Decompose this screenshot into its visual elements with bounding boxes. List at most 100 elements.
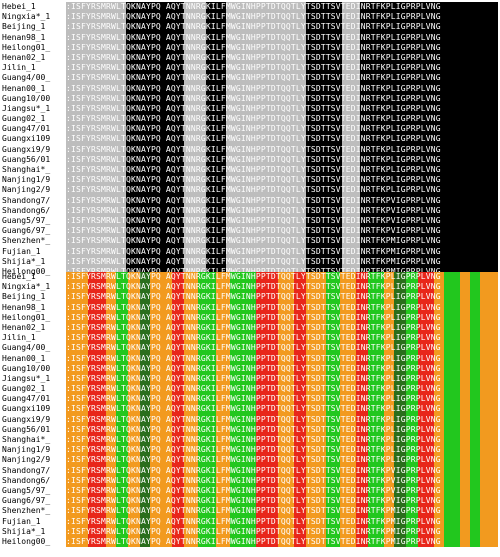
conservation-band <box>406 343 418 354</box>
sequence-track: :ISFYRSMRWLTQKNAYPQ AQYTNNRGKILFMWGINHPP… <box>66 205 498 216</box>
conservation-band <box>480 394 498 405</box>
conservation-band <box>294 282 306 293</box>
sequence-row: Guangxi9/9:ISFYRSMRWLTQKNAYPQ AQYTNNRGKI… <box>0 144 500 155</box>
sequence-residues: :ISFYRSMRWLTQKNAYPQ AQYTNNRGKILFMWGINHPP… <box>66 394 441 404</box>
conservation-band <box>230 516 256 527</box>
sequence-track: :ISFYRSMRWLTQKNAYPQ AQYTNNRGKILFMWGINHPP… <box>66 353 498 364</box>
conservation-band <box>184 322 198 334</box>
conservation-band <box>230 404 256 415</box>
conservation-band <box>444 302 460 313</box>
conservation-band <box>66 455 88 466</box>
identity-highlight <box>226 42 306 53</box>
conservation-band <box>460 435 470 446</box>
identity-highlight <box>342 52 360 64</box>
sequence-residues: :ISFYRSMRWLTQKNAYPQ AQYTNNRGKILFMWGINHPP… <box>66 455 441 465</box>
sequence-name: Guang4/00_ <box>2 343 51 353</box>
conservation-band <box>198 363 216 374</box>
alignment-panel-bottom: Hebei_1:ISFYRSMRWLTQKNAYPQ AQYTNNRGKILFM… <box>0 272 500 557</box>
conservation-band <box>480 516 498 527</box>
conservation-band <box>444 292 460 303</box>
conservation-band <box>140 516 150 527</box>
identity-highlight <box>184 165 206 176</box>
conservation-band <box>106 506 116 517</box>
conservation-band <box>128 322 140 334</box>
conservation-band <box>460 384 470 395</box>
sequence-name: Heilong01_ <box>2 312 51 322</box>
conservation-band <box>470 455 480 466</box>
conservation-band <box>294 343 306 354</box>
conservation-band <box>406 485 418 497</box>
conservation-band <box>88 435 106 446</box>
conservation-band <box>294 363 306 374</box>
sequence-row: Guang4/00_:ISFYRSMRWLTQKNAYPQ AQYTNNRGKI… <box>0 343 500 354</box>
sequence-row: Beijing_1:ISFYRSMRWLTQKNAYPQ AQYTNNRGKIL… <box>0 22 500 33</box>
conservation-band <box>384 272 394 283</box>
conservation-band <box>106 312 116 323</box>
conservation-band <box>418 322 434 334</box>
conservation-band <box>278 485 294 497</box>
conservation-band <box>172 333 184 344</box>
conservation-band <box>216 445 230 456</box>
sequence-name: Guang10/00 <box>2 93 51 103</box>
sequence-track: :ISFYRSMRWLTQKNAYPQ AQYTNNRGKILFMWGINHPP… <box>66 103 498 115</box>
conservation-band <box>88 475 106 486</box>
sequence-name: Nanjing2/9 <box>2 455 51 465</box>
sequence-track: :ISFYRSMRWLTQKNAYPQ AQYTNNRGKILFMWGINHPP… <box>66 496 498 507</box>
conservation-band <box>340 322 356 334</box>
conservation-band <box>394 322 406 334</box>
conservation-band <box>150 322 172 334</box>
conservation-band <box>356 333 368 344</box>
conservation-band <box>184 506 198 517</box>
conservation-band <box>128 475 140 486</box>
conservation-band <box>256 414 278 425</box>
conservation-band <box>326 312 340 323</box>
sequence-track: :ISFYRSMRWLTQKNAYPQ AQYTNNRGKILFMWGINHPP… <box>66 93 498 104</box>
identity-highlight <box>226 124 306 135</box>
conservation-band <box>198 384 216 395</box>
conservation-band <box>278 373 294 385</box>
conservation-band <box>444 506 460 517</box>
conservation-band <box>356 312 368 323</box>
conservation-band <box>470 312 480 323</box>
conservation-band <box>128 496 140 507</box>
conservation-band <box>198 475 216 486</box>
conservation-band <box>470 465 480 476</box>
conservation-band <box>216 373 230 385</box>
sequence-row: Nanjing2/9:ISFYRSMRWLTQKNAYPQ AQYTNNRGKI… <box>0 185 500 196</box>
conservation-band <box>384 333 394 344</box>
conservation-band <box>216 414 230 425</box>
identity-highlight <box>184 195 206 206</box>
conservation-band <box>406 455 418 466</box>
sequence-row: Guang4/00_:ISFYRSMRWLTQKNAYPQ AQYTNNRGKI… <box>0 73 500 84</box>
conservation-band <box>140 414 150 425</box>
sequence-name: Shanghai*_ <box>2 165 51 174</box>
conservation-band <box>150 424 172 435</box>
conservation-band <box>230 302 256 313</box>
conservation-band <box>460 353 470 364</box>
sequence-track: :ISFYRSMRWLTQKNAYPQ AQYTNNRGKILFMWGINHPP… <box>66 266 498 278</box>
conservation-band <box>384 414 394 425</box>
conservation-band <box>340 526 356 537</box>
conservation-band <box>88 414 106 425</box>
conservation-band <box>184 343 198 354</box>
conservation-band <box>460 424 470 435</box>
conservation-band <box>434 414 444 425</box>
conservation-band <box>470 435 480 446</box>
conservation-band <box>418 506 434 517</box>
conservation-band <box>216 282 230 293</box>
conservation-band <box>394 292 406 303</box>
conservation-band <box>434 363 444 374</box>
conservation-band <box>384 343 394 354</box>
conservation-band <box>150 343 172 354</box>
conservation-band <box>326 404 340 415</box>
conservation-band <box>66 272 88 283</box>
sequence-residues: :ISFYRSMRWLTQKNAYPQ AQYTNNRGKILFMWGINHPP… <box>66 384 441 394</box>
identity-highlight <box>342 185 360 196</box>
sequence-residues: :ISFYRSMRWLTQKNAYPQ AQYTNNRGKILFMWGINHPP… <box>66 103 441 113</box>
identity-highlight <box>66 114 126 125</box>
conservation-band <box>184 353 198 364</box>
identity-highlight <box>66 73 126 84</box>
sequence-track: :ISFYRSMRWLTQKNAYPQ AQYTNNRGKILFMWGINHPP… <box>66 465 498 476</box>
conservation-band <box>306 373 326 385</box>
conservation-band <box>480 485 498 497</box>
